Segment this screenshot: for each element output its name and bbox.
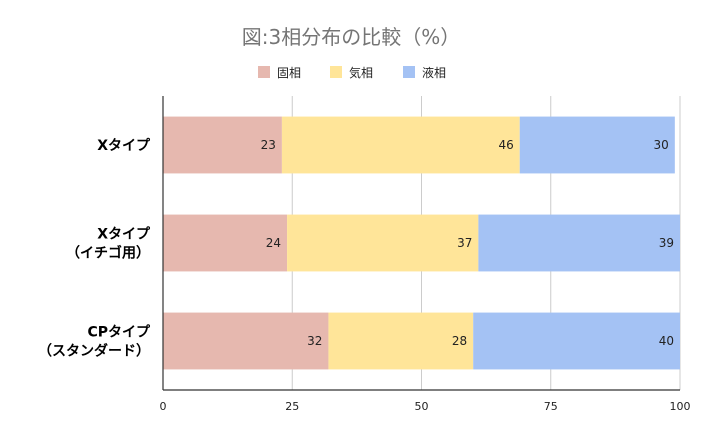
data-label-0-0: 23 — [261, 138, 276, 152]
data-label-2-2: 40 — [659, 334, 674, 348]
x-tick-label-2: 50 — [415, 400, 429, 413]
category-label-2-1: （スタンダード） — [38, 343, 150, 360]
data-label-1-0: 24 — [266, 236, 281, 250]
data-label-2-1: 28 — [452, 334, 467, 348]
legend-label-1: 気相 — [349, 65, 373, 80]
x-tick-label-1: 25 — [285, 400, 299, 413]
x-axis: 0 25 50 75 100 — [160, 389, 691, 413]
chart-title: 図:3相分布の比較（%） — [242, 25, 460, 49]
bar-1-2 — [478, 214, 680, 272]
legend-label-2: 液相 — [422, 65, 446, 80]
y-axis: Xタイプ Xタイプ （イチゴ用） CPタイプ （スタンダード） — [38, 96, 164, 390]
data-label-0-1: 46 — [498, 138, 513, 152]
bar-0-1 — [281, 116, 520, 174]
legend: 固相 気相 液相 — [258, 65, 446, 80]
bar-2-1 — [328, 312, 474, 370]
bar-1-1 — [287, 214, 479, 272]
data-label-1-2: 39 — [659, 236, 674, 250]
x-tick-label-3: 75 — [544, 400, 558, 413]
bar-0-0 — [163, 116, 282, 174]
data-label-1-1: 37 — [457, 236, 472, 250]
data-labels: 23 46 30 24 37 39 32 28 40 — [261, 138, 674, 348]
category-label-2-0: CPタイプ — [87, 325, 151, 341]
x-tick-label-4: 100 — [670, 400, 691, 413]
data-label-0-2: 30 — [654, 138, 669, 152]
legend-swatch-1 — [330, 66, 342, 78]
category-label-1-1: （イチゴ用） — [66, 245, 150, 262]
bar-1-0 — [163, 214, 288, 272]
legend-swatch-2 — [403, 66, 415, 78]
category-label-1-0: Xタイプ — [97, 227, 151, 243]
x-tick-label-0: 0 — [160, 400, 167, 413]
bar-2-0 — [163, 312, 329, 370]
legend-label-0: 固相 — [277, 66, 301, 80]
category-label-0-0: Xタイプ — [97, 138, 151, 154]
data-label-2-0: 32 — [307, 334, 322, 348]
legend-swatch-0 — [258, 66, 270, 78]
bar-2-2 — [473, 312, 680, 370]
bars — [163, 116, 680, 370]
bar-0-2 — [519, 116, 675, 174]
